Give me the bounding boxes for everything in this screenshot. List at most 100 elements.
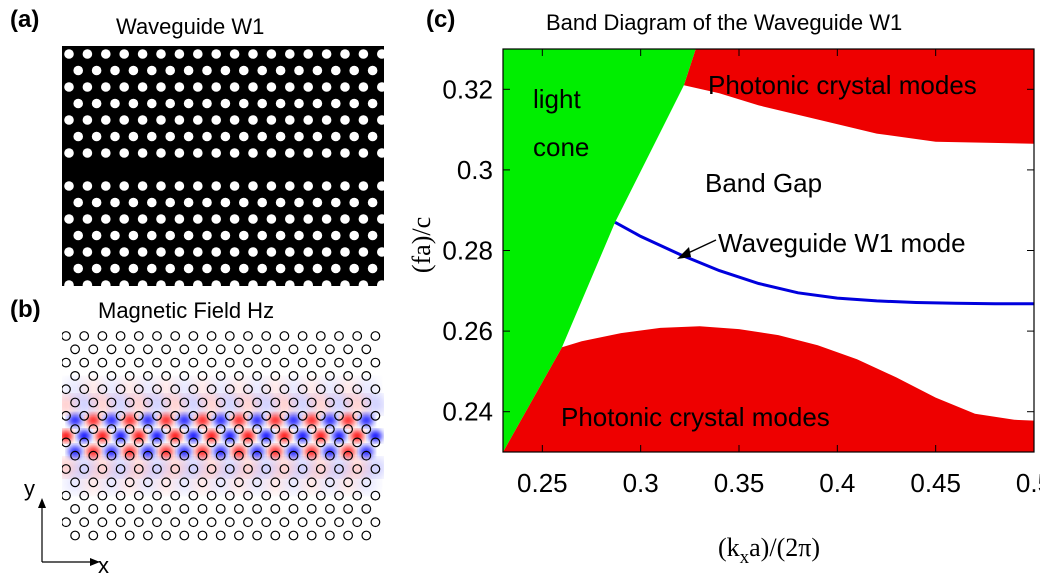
air-hole: [211, 82, 221, 92]
air-hole: [147, 65, 157, 76]
air-hole: [367, 98, 378, 109]
hole-outline: [325, 450, 335, 461]
hole-outline: [188, 464, 199, 474]
air-hole: [331, 230, 341, 241]
air-hole: [82, 247, 93, 257]
air-hole: [303, 49, 313, 59]
field-lobe: [277, 430, 291, 442]
field-lobe: [137, 475, 158, 492]
air-hole: [147, 197, 157, 208]
hole-outline: [161, 503, 171, 514]
air-hole: [137, 115, 148, 125]
field-lobe: [65, 380, 86, 397]
hole-outline: [206, 384, 217, 395]
hole-outline: [133, 464, 144, 474]
hole-outline: [334, 331, 344, 341]
hole-outline: [233, 530, 244, 541]
hole-outline: [161, 530, 171, 541]
hole-outline: [170, 437, 181, 448]
hole-outline: [343, 424, 354, 434]
air-hole: [211, 181, 221, 191]
air-hole: [193, 115, 203, 125]
hole-outline: [252, 424, 263, 434]
air-hole: [294, 197, 304, 208]
field-lobe: [148, 460, 166, 475]
hole-outline: [279, 490, 290, 501]
hole-outline: [197, 503, 208, 514]
field-lobe: [338, 475, 359, 492]
field-lobe: [283, 380, 304, 397]
field-lobe: [283, 475, 304, 492]
air-hole: [165, 65, 175, 76]
hole-outline: [142, 397, 153, 408]
field-lobe: [101, 475, 122, 492]
hole-outline: [370, 464, 381, 474]
air-hole: [220, 230, 231, 241]
hole-outline: [88, 503, 99, 514]
field-lobe: [322, 414, 337, 427]
air-hole: [193, 214, 203, 224]
hole-outline: [261, 331, 272, 341]
field-lobe: [177, 414, 192, 427]
air-hole: [239, 230, 249, 241]
air-hole: [312, 65, 323, 76]
air-hole: [367, 197, 378, 208]
hole-outline: [297, 437, 308, 448]
hole-outline: [62, 357, 71, 368]
air-hole: [303, 181, 313, 191]
hole-outline: [224, 437, 235, 448]
hole-outline: [106, 344, 117, 355]
hole-outline: [306, 530, 317, 541]
field-lobe: [210, 475, 231, 492]
field-lobe: [213, 414, 228, 427]
field-lobe: [247, 475, 268, 492]
air-hole: [183, 230, 194, 241]
hole-outline: [106, 450, 117, 461]
hole-outline: [215, 450, 226, 461]
hole-outline: [352, 331, 363, 341]
hole-outline: [124, 503, 135, 514]
air-hole: [285, 82, 295, 92]
hole-outline: [224, 490, 235, 501]
air-hole: [91, 263, 102, 274]
y-axis-label: (fa)/c: [407, 217, 436, 273]
air-hole: [285, 49, 295, 59]
air-hole: [137, 148, 148, 158]
air-hole: [91, 65, 102, 76]
air-hole: [340, 115, 350, 125]
hole-outline: [334, 357, 344, 368]
hole-outline: [325, 344, 335, 355]
air-hole: [294, 263, 304, 274]
hole-outline: [206, 437, 217, 448]
hole-outline: [343, 344, 354, 355]
hole-outline: [79, 437, 90, 448]
air-hole: [73, 263, 83, 274]
hole-outline: [361, 477, 372, 488]
air-hole: [91, 131, 102, 142]
hole-outline: [352, 464, 363, 474]
air-hole: [137, 214, 148, 224]
field-lobe: [156, 475, 177, 492]
hole-outline: [142, 530, 153, 541]
hole-outline: [370, 437, 381, 448]
field-lobe: [119, 475, 140, 492]
hole-outline: [252, 397, 263, 408]
hole-outline: [306, 450, 317, 461]
hole-outline: [352, 437, 363, 448]
air-hole: [377, 247, 384, 257]
field-lobe: [220, 460, 239, 475]
air-hole: [257, 65, 267, 76]
hole-outline: [115, 464, 126, 474]
air-hole: [312, 230, 323, 241]
hole-outline: [215, 397, 226, 408]
field-lobe: [314, 430, 328, 442]
air-hole: [229, 82, 240, 92]
field-lobe: [250, 414, 265, 427]
hole-outline: [88, 424, 99, 434]
field-lobe: [174, 475, 195, 492]
hole-outline: [70, 503, 81, 514]
air-hole: [340, 148, 350, 158]
air-hole: [193, 181, 203, 191]
hole-outline: [233, 344, 244, 355]
hole-outline: [261, 490, 272, 501]
